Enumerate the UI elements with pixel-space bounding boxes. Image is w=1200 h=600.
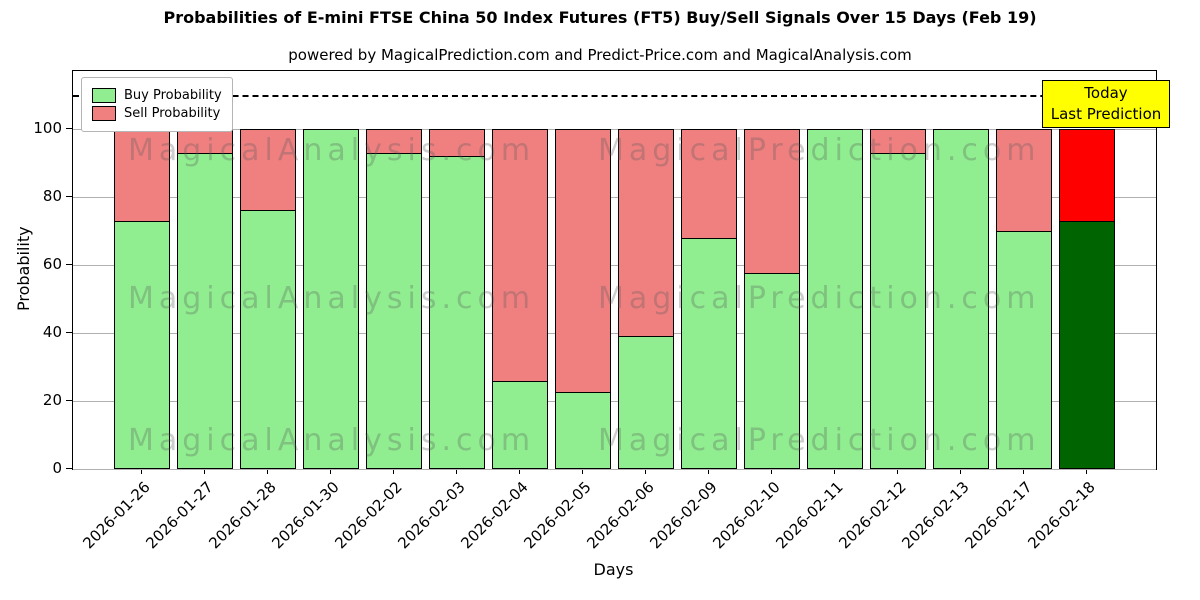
bar-segment-sell xyxy=(114,128,170,222)
legend-buy-label: Buy Probability xyxy=(124,88,222,103)
x-tick-mark xyxy=(330,469,331,474)
watermark-analysis: MagicalAnalysis.com xyxy=(128,423,536,458)
x-tick-mark xyxy=(456,469,457,474)
x-tick-mark xyxy=(267,469,268,474)
bar-segment-sell xyxy=(744,128,800,275)
x-tick-mark xyxy=(645,469,646,474)
gridline xyxy=(73,196,1156,198)
legend-sell-label: Sell Probability xyxy=(124,106,221,121)
y-tick-label: 100 xyxy=(33,118,62,137)
bar-segment-buy xyxy=(996,230,1052,469)
chart-title: Probabilities of E-mini FTSE China 50 In… xyxy=(163,8,1037,27)
bar-segment-buy xyxy=(1059,220,1115,469)
threshold-dashed-line xyxy=(73,94,1156,97)
bar-segment-sell xyxy=(681,128,737,239)
y-tick-mark xyxy=(66,195,72,197)
x-tick-mark xyxy=(960,469,961,474)
x-tick-mark xyxy=(834,469,835,474)
y-tick-label: 20 xyxy=(42,390,62,409)
bar-segment-sell xyxy=(1059,128,1115,222)
bar-segment-buy xyxy=(555,392,611,469)
legend-item-buy: Buy Probability xyxy=(92,88,222,103)
bar-segment-buy xyxy=(177,152,233,469)
bar-segment-buy xyxy=(870,152,926,469)
legend: Buy Probability Sell Probability xyxy=(81,77,233,132)
bar-segment-sell xyxy=(870,128,926,154)
bar-segment-buy xyxy=(240,210,296,469)
y-tick-mark xyxy=(66,399,72,401)
bar-segment-sell xyxy=(555,128,611,394)
y-tick-label: 80 xyxy=(42,186,62,205)
x-tick-mark xyxy=(1086,469,1087,474)
y-tick-label: 40 xyxy=(42,322,62,341)
x-tick-mark xyxy=(393,469,394,474)
bar-segment-buy xyxy=(618,336,674,469)
bar-segment-sell xyxy=(366,128,422,154)
x-tick-mark xyxy=(897,469,898,474)
y-tick-mark xyxy=(66,263,72,265)
bar-segment-sell xyxy=(240,128,296,212)
today-annotation-line1: Today xyxy=(1084,84,1128,102)
bar-segment-sell xyxy=(429,128,485,158)
today-annotation-line2: Last Prediction xyxy=(1050,105,1162,123)
watermark-prediction: MagicalPrediction.com xyxy=(598,281,1041,316)
y-tick-label: 0 xyxy=(52,459,62,477)
bar-segment-buy xyxy=(114,220,170,469)
y-tick-mark xyxy=(66,468,72,469)
gridline xyxy=(73,400,1156,402)
plot-area: MagicalAnalysis.com MagicalPrediction.co… xyxy=(72,70,1157,470)
gridline xyxy=(73,332,1156,334)
y-tick-mark xyxy=(66,127,72,129)
bar-segment-buy xyxy=(681,237,737,469)
x-tick-mark xyxy=(582,469,583,474)
watermark-analysis: MagicalAnalysis.com xyxy=(128,133,536,168)
bar-segment-buy xyxy=(744,273,800,469)
y-tick-label: 60 xyxy=(42,254,62,273)
legend-item-sell: Sell Probability xyxy=(92,106,222,121)
bar-segment-buy xyxy=(366,152,422,469)
watermark-prediction: MagicalPrediction.com xyxy=(598,423,1041,458)
bar-segment-sell xyxy=(492,128,548,382)
x-tick-mark xyxy=(1023,469,1024,474)
x-tick-mark xyxy=(708,469,709,474)
sell-probability-swatch xyxy=(92,106,116,121)
bar-segment-sell xyxy=(618,128,674,338)
buy-probability-swatch xyxy=(92,88,116,103)
x-tick-mark xyxy=(204,469,205,474)
gridline xyxy=(73,128,1156,130)
x-tick-mark xyxy=(141,469,142,474)
bar-segment-buy xyxy=(933,128,989,469)
bar-segment-buy xyxy=(429,156,485,469)
watermark-analysis: MagicalAnalysis.com xyxy=(128,281,536,316)
x-tick-mark xyxy=(771,469,772,474)
x-axis-label: Days xyxy=(593,560,634,579)
today-annotation: Today Last Prediction xyxy=(1042,80,1170,128)
bar-segment-buy xyxy=(303,128,359,469)
bar-segment-buy xyxy=(492,380,548,469)
gridline xyxy=(73,264,1156,266)
x-tick-mark xyxy=(519,469,520,474)
gridline xyxy=(73,469,1156,470)
bar-segment-buy xyxy=(807,128,863,469)
y-tick-mark xyxy=(66,331,72,333)
bar-segment-sell xyxy=(996,128,1052,232)
watermark-prediction: MagicalPrediction.com xyxy=(598,133,1041,168)
chart-subtitle: powered by MagicalPrediction.com and Pre… xyxy=(288,46,912,64)
